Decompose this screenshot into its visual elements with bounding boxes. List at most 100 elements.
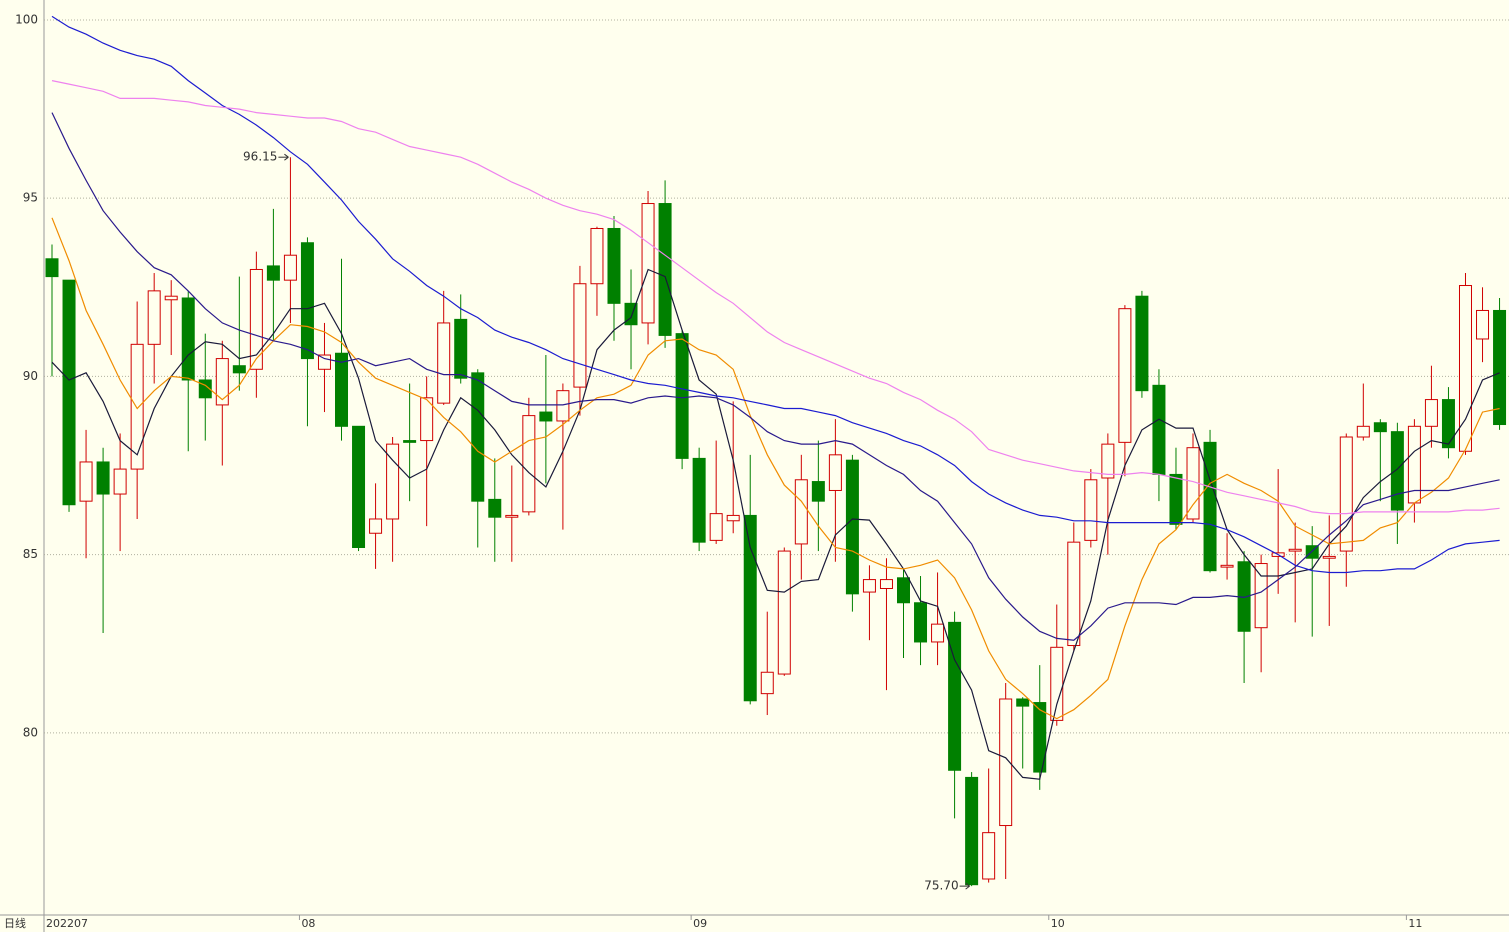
period-label: 日线 bbox=[4, 916, 26, 930]
x-tick-label: 11 bbox=[1408, 917, 1422, 930]
annotation-label: 96.15 bbox=[243, 150, 277, 164]
candle-body bbox=[1203, 441, 1217, 572]
candle-body bbox=[914, 602, 928, 643]
candle-body bbox=[709, 513, 723, 541]
ma-line bbox=[51, 268, 1500, 780]
candle-body bbox=[760, 671, 774, 695]
candle-body bbox=[1033, 702, 1047, 773]
candle-body bbox=[982, 832, 996, 880]
ma-line bbox=[51, 15, 1500, 574]
candle-body bbox=[147, 290, 161, 345]
candle-body bbox=[1458, 285, 1472, 452]
y-tick-label: 100 bbox=[15, 12, 38, 26]
candle-body bbox=[1288, 548, 1302, 552]
candle-body bbox=[352, 425, 366, 549]
candle-body bbox=[505, 514, 519, 518]
candle-body bbox=[283, 254, 297, 281]
candle-body bbox=[317, 354, 331, 370]
candle-body bbox=[1373, 422, 1387, 433]
ma-line bbox=[51, 112, 1500, 641]
candle-body bbox=[897, 577, 910, 604]
candle-body bbox=[965, 776, 979, 886]
x-tick-label: 08 bbox=[301, 917, 315, 930]
annotation-label: 75.70 bbox=[924, 879, 958, 893]
candle-body bbox=[249, 268, 263, 370]
candle-body bbox=[1067, 541, 1081, 647]
y-tick-label: 90 bbox=[23, 369, 38, 383]
candle-body bbox=[1016, 698, 1030, 707]
candle-body bbox=[675, 333, 689, 459]
candle-body bbox=[573, 283, 587, 388]
candle-body bbox=[658, 203, 672, 336]
y-tick-label: 80 bbox=[23, 725, 38, 739]
candle-body bbox=[1118, 308, 1132, 443]
x-tick-label: 10 bbox=[1051, 917, 1065, 930]
candle-body bbox=[999, 698, 1013, 827]
ma-line bbox=[51, 80, 1500, 515]
candle-body bbox=[1493, 309, 1507, 426]
x-tick-label: 09 bbox=[693, 917, 707, 930]
candle-body bbox=[164, 295, 178, 301]
candle-body bbox=[556, 390, 570, 422]
candle-body bbox=[403, 440, 417, 443]
x-tick-label: 202207 bbox=[46, 917, 88, 930]
candle-body bbox=[232, 365, 246, 374]
candle-body bbox=[266, 265, 280, 281]
candle-body bbox=[522, 415, 536, 513]
candle-body bbox=[113, 468, 127, 495]
candle-body bbox=[862, 579, 876, 593]
candle-body bbox=[641, 203, 655, 324]
candle-body bbox=[607, 227, 621, 304]
candle-body bbox=[1424, 399, 1438, 427]
candle-body bbox=[1322, 555, 1336, 559]
candle-body bbox=[300, 242, 314, 360]
candle-body bbox=[845, 459, 859, 595]
candle-body bbox=[454, 318, 468, 379]
candle-body bbox=[692, 457, 706, 543]
candle-body bbox=[726, 514, 740, 522]
candle-body bbox=[539, 411, 553, 422]
candle-body bbox=[420, 397, 434, 442]
candle-body bbox=[1101, 443, 1115, 479]
ma-line bbox=[51, 217, 1500, 720]
candle-body bbox=[1390, 431, 1404, 511]
candle-body bbox=[794, 479, 808, 545]
candle-body bbox=[1356, 425, 1370, 438]
candle-body bbox=[1339, 436, 1353, 552]
candle-body bbox=[1152, 384, 1166, 475]
candle-body bbox=[1050, 646, 1064, 721]
candle-body bbox=[1084, 479, 1098, 541]
candle-body bbox=[743, 514, 757, 702]
candle-body bbox=[1220, 564, 1234, 568]
candle-body bbox=[488, 498, 502, 518]
candle-body bbox=[931, 623, 945, 643]
y-tick-label: 85 bbox=[23, 547, 38, 561]
candle-body bbox=[181, 297, 195, 381]
candle-body bbox=[1254, 563, 1268, 629]
candle-body bbox=[45, 258, 59, 278]
candle-body bbox=[369, 518, 383, 534]
y-tick-label: 95 bbox=[23, 191, 38, 205]
candle-body bbox=[948, 621, 962, 771]
candle-body bbox=[471, 372, 485, 502]
candle-body bbox=[79, 461, 93, 502]
annotation-arrowhead bbox=[965, 882, 970, 890]
candle-body bbox=[1441, 399, 1455, 449]
candle-body bbox=[879, 579, 893, 589]
candle-body bbox=[777, 550, 791, 675]
annotation-arrowhead bbox=[284, 153, 289, 161]
candle-body bbox=[130, 343, 144, 470]
candle-body bbox=[96, 461, 110, 495]
candle-body bbox=[335, 352, 349, 427]
candle-body bbox=[1169, 473, 1183, 525]
candle-body bbox=[62, 279, 76, 506]
candle-body bbox=[215, 358, 229, 406]
candle-body bbox=[1135, 295, 1149, 392]
candle-body bbox=[590, 227, 604, 285]
candle-body bbox=[828, 454, 842, 491]
candle-body bbox=[437, 322, 451, 404]
candle-body bbox=[811, 481, 825, 502]
